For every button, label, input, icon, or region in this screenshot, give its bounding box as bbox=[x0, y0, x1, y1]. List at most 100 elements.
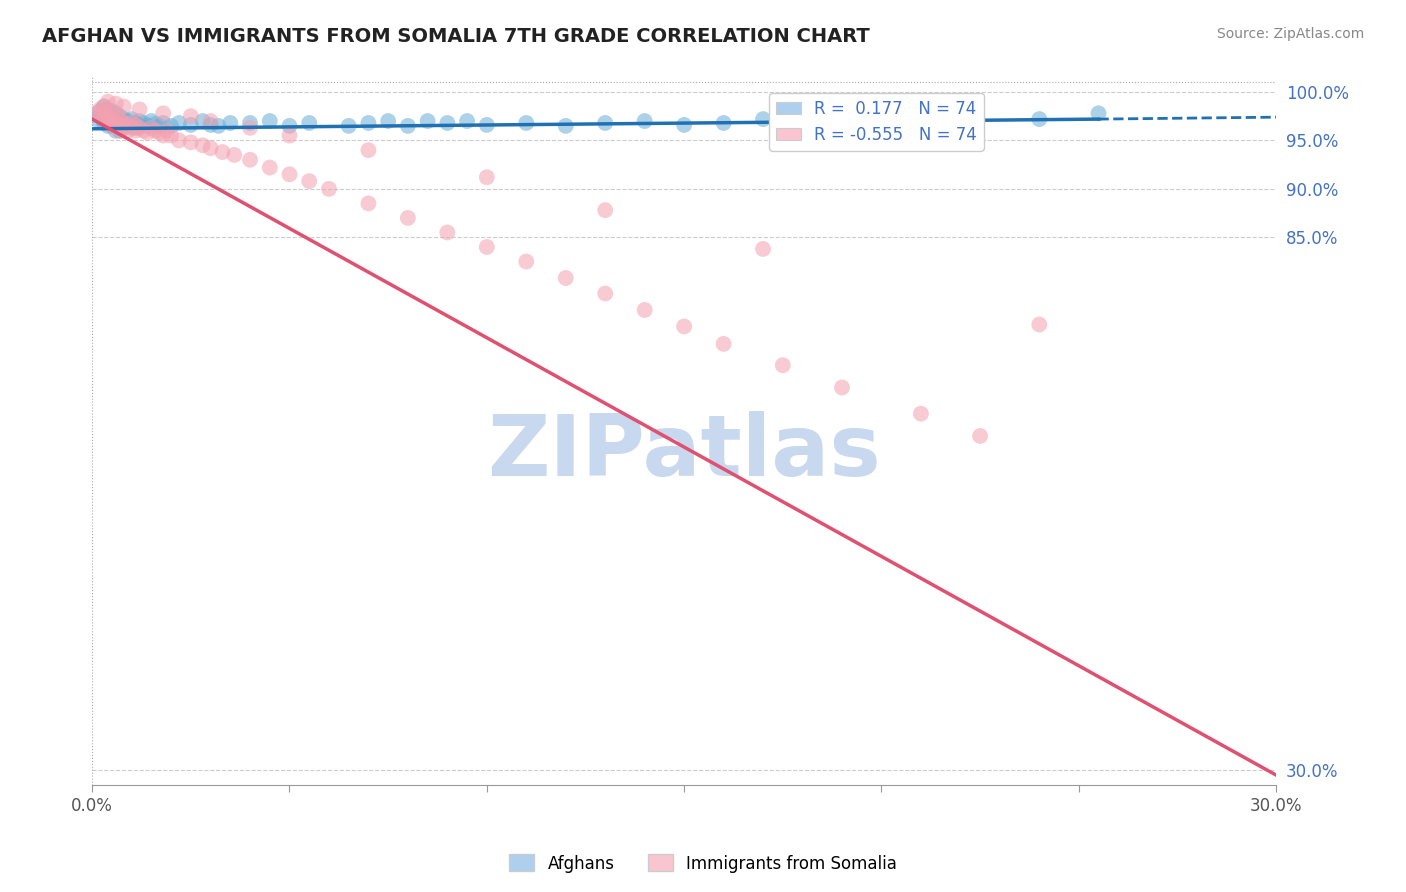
Point bbox=[104, 124, 127, 138]
Point bbox=[97, 109, 120, 123]
Point bbox=[124, 118, 146, 132]
Point bbox=[593, 203, 616, 218]
Point bbox=[152, 106, 174, 120]
Point bbox=[89, 103, 111, 117]
Point bbox=[278, 119, 301, 133]
Point bbox=[108, 112, 131, 127]
Point bbox=[108, 114, 131, 128]
Point bbox=[104, 106, 127, 120]
Point bbox=[148, 119, 170, 133]
Point bbox=[97, 109, 120, 123]
Point bbox=[93, 99, 115, 113]
Point bbox=[318, 182, 340, 196]
Point bbox=[593, 286, 616, 301]
Point bbox=[89, 109, 111, 123]
Point bbox=[224, 148, 246, 162]
Point bbox=[93, 106, 115, 120]
Point bbox=[112, 112, 135, 127]
Point bbox=[259, 161, 281, 175]
Point bbox=[475, 170, 498, 185]
Point bbox=[634, 303, 657, 318]
Point bbox=[136, 119, 159, 133]
Point bbox=[554, 271, 576, 285]
Text: ZIPatlas: ZIPatlas bbox=[488, 411, 882, 494]
Point bbox=[152, 116, 174, 130]
Point bbox=[124, 124, 146, 138]
Point bbox=[259, 114, 281, 128]
Point bbox=[108, 119, 131, 133]
Point bbox=[357, 143, 380, 157]
Point bbox=[117, 114, 139, 128]
Point bbox=[108, 124, 131, 138]
Point bbox=[357, 116, 380, 130]
Point bbox=[89, 104, 111, 119]
Point bbox=[713, 337, 735, 351]
Point bbox=[89, 109, 111, 123]
Point bbox=[124, 120, 146, 135]
Point bbox=[97, 112, 120, 127]
Point bbox=[278, 167, 301, 181]
Point bbox=[132, 116, 155, 130]
Point bbox=[101, 106, 124, 120]
Point bbox=[152, 128, 174, 143]
Point bbox=[180, 118, 202, 132]
Point bbox=[101, 119, 124, 133]
Point bbox=[396, 119, 419, 133]
Point bbox=[910, 407, 932, 421]
Point bbox=[160, 119, 183, 133]
Point bbox=[112, 116, 135, 130]
Point bbox=[156, 124, 179, 138]
Point bbox=[97, 119, 120, 133]
Point bbox=[121, 118, 143, 132]
Point bbox=[143, 124, 166, 138]
Point bbox=[167, 133, 190, 147]
Point bbox=[239, 120, 262, 135]
Point bbox=[84, 106, 107, 120]
Point bbox=[128, 119, 150, 133]
Point bbox=[811, 114, 834, 128]
Point bbox=[870, 112, 893, 127]
Point bbox=[121, 112, 143, 127]
Point bbox=[128, 114, 150, 128]
Point bbox=[108, 109, 131, 123]
Point bbox=[141, 120, 163, 135]
Point bbox=[136, 126, 159, 140]
Point bbox=[831, 380, 853, 394]
Point bbox=[112, 120, 135, 135]
Point bbox=[357, 196, 380, 211]
Point bbox=[104, 109, 127, 123]
Point bbox=[396, 211, 419, 225]
Point bbox=[93, 99, 115, 113]
Point bbox=[104, 116, 127, 130]
Point bbox=[436, 226, 458, 240]
Point bbox=[93, 112, 115, 127]
Point bbox=[104, 119, 127, 133]
Point bbox=[239, 116, 262, 130]
Point bbox=[112, 116, 135, 130]
Point bbox=[104, 119, 127, 133]
Point bbox=[108, 124, 131, 138]
Point bbox=[278, 128, 301, 143]
Point bbox=[104, 112, 127, 127]
Point bbox=[377, 114, 399, 128]
Point bbox=[101, 112, 124, 127]
Text: Source: ZipAtlas.com: Source: ZipAtlas.com bbox=[1216, 27, 1364, 41]
Point bbox=[969, 429, 991, 443]
Point bbox=[298, 116, 321, 130]
Point bbox=[101, 109, 124, 123]
Point bbox=[191, 114, 214, 128]
Point bbox=[97, 103, 120, 117]
Point bbox=[84, 112, 107, 127]
Point bbox=[143, 117, 166, 131]
Point bbox=[515, 116, 537, 130]
Point bbox=[634, 114, 657, 128]
Point bbox=[121, 116, 143, 130]
Point bbox=[949, 109, 972, 123]
Point bbox=[436, 116, 458, 130]
Point bbox=[148, 126, 170, 140]
Point bbox=[475, 240, 498, 254]
Point bbox=[101, 114, 124, 128]
Point bbox=[93, 116, 115, 130]
Point bbox=[180, 136, 202, 150]
Point bbox=[752, 112, 775, 127]
